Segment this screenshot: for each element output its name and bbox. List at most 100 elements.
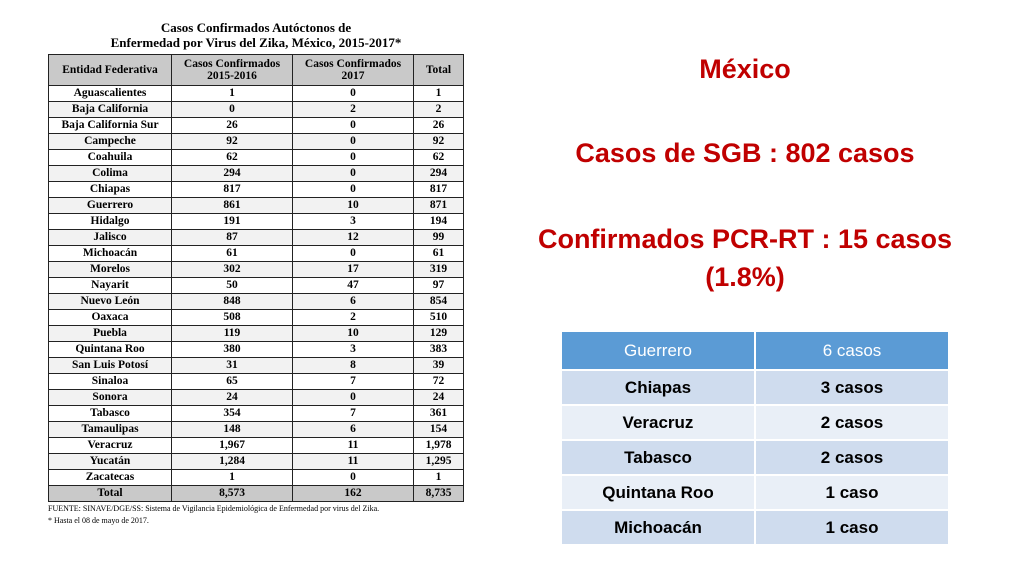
table-cell: 380 [171,341,293,358]
table-cell: 854 [413,293,464,310]
table-row: Chiapas 817 0 817 [48,181,464,198]
table-row: Hidalgo 191 3 194 [48,213,464,230]
table-cell: 0 [171,101,293,118]
table-cell: 87 [171,229,293,246]
cases-header-count: 6 casos [754,330,950,371]
table-row: Michoacán 61 0 61 [48,245,464,262]
table-cell: 2 [413,101,464,118]
table-cell: Zacatecas [48,469,172,486]
cases-state-cell: Quintana Roo [560,474,756,511]
state-cases-table: Guerrero 6 casos Chiapas 3 casos Veracruz 2… [560,330,950,546]
table-cell: 50 [171,277,293,294]
table-cell: 861 [171,197,293,214]
table-cell: 1 [413,469,464,486]
table-cell: 39 [413,357,464,374]
table-cell: 361 [413,405,464,422]
cases-count-cell: 1 caso [754,509,950,546]
table-cell: 11 [292,453,414,470]
cases-state-cell: Tabasco [560,439,756,476]
table-cell: 383 [413,341,464,358]
table-cell: 1,295 [413,453,464,470]
table-cell: 7 [292,373,414,390]
table-row: Zacatecas 1 0 1 [48,469,464,486]
table-row: Tamaulipas 148 6 154 [48,421,464,438]
table-cell: 24 [171,389,293,406]
table-row: Guerrero 861 10 871 [48,197,464,214]
table-cell: 17 [292,261,414,278]
table-cell: 848 [171,293,293,310]
table-row: Sinaloa 65 7 72 [48,373,464,390]
table-cell: 65 [171,373,293,390]
table-row: Campeche 92 0 92 [48,133,464,150]
table-row: Veracruz 1,967 11 1,978 [48,437,464,454]
table-cell: Tabasco [48,405,172,422]
table-cell: 0 [292,133,414,150]
table-cell: 62 [171,149,293,166]
table-cell: 319 [413,261,464,278]
table-cell: 354 [171,405,293,422]
table-row: Tabasco 354 7 361 [48,405,464,422]
table-cell: 26 [413,117,464,134]
table-cell: 8 [292,357,414,374]
cases-row: Chiapas 3 casos [560,369,950,406]
table-row: Sonora 24 0 24 [48,389,464,406]
table-cell: 92 [171,133,293,150]
table-cell: 294 [171,165,293,182]
table-row: Morelos 302 17 319 [48,261,464,278]
table-total-row: Total 8,573 162 8,735 [48,485,464,502]
table-cell: 92 [413,133,464,150]
table-row: Jalisco 87 12 99 [48,229,464,246]
cases-header-state: Guerrero [560,330,756,371]
table-cell: 0 [292,181,414,198]
table-cell: 0 [292,85,414,102]
table-row: Puebla 119 10 129 [48,325,464,342]
pcr-line2: (1.8%) [705,262,785,292]
table-cell: 0 [292,165,414,182]
table-cell: 0 [292,469,414,486]
table-cell: 7 [292,405,414,422]
table-cell: 302 [171,261,293,278]
cases-row: Michoacán 1 caso [560,509,950,546]
cases-row: Veracruz 2 casos [560,404,950,441]
cases-row: Quintana Roo 1 caso [560,474,950,511]
table-cell: 0 [292,245,414,262]
table-cell: 194 [413,213,464,230]
table-cell: Sinaloa [48,373,172,390]
table-cell: 0 [292,389,414,406]
table-cell: Oaxaca [48,309,172,326]
table-cell: 148 [171,421,293,438]
table-cell: 10 [292,197,414,214]
table-cell: Tamaulipas [48,421,172,438]
table-cell: 129 [413,325,464,342]
table-cell: Chiapas [48,181,172,198]
zika-table-header: Entidad Federativa Casos Confirmados 201… [48,54,464,86]
table-cell: 1,284 [171,453,293,470]
table-cell: 31 [171,357,293,374]
cases-state-cell: Veracruz [560,404,756,441]
cases-state-cell: Michoacán [560,509,756,546]
table-cell: 61 [171,245,293,262]
table-cell: 99 [413,229,464,246]
table-cell: 10 [292,325,414,342]
table-row: Baja California 0 2 2 [48,101,464,118]
table-row: Aguascalientes 1 0 1 [48,85,464,102]
table-cell: Baja California [48,101,172,118]
zika-cases-scan: Casos Confirmados Autóctonos de Enfermed… [48,20,464,526]
table-cell: 3 [292,341,414,358]
total-cell: 8,735 [413,485,464,502]
cases-row: Tabasco 2 casos [560,439,950,476]
table-cell: 26 [171,117,293,134]
table-cell: Quintana Roo [48,341,172,358]
table-cell: 97 [413,277,464,294]
scan-title-line2: Enfermedad por Virus del Zika, México, 2… [110,35,402,50]
table-cell: Nuevo León [48,293,172,310]
table-cell: Yucatán [48,453,172,470]
cases-state-cell: Chiapas [560,369,756,406]
table-cell: 11 [292,437,414,454]
table-cell: 12 [292,229,414,246]
table-cell: 2 [292,309,414,326]
cases-header-row: Guerrero 6 casos [560,330,950,371]
table-cell: 0 [292,117,414,134]
col-2015-2016: Casos Confirmados 2015-2016 [171,54,293,86]
table-cell: Nayarit [48,277,172,294]
